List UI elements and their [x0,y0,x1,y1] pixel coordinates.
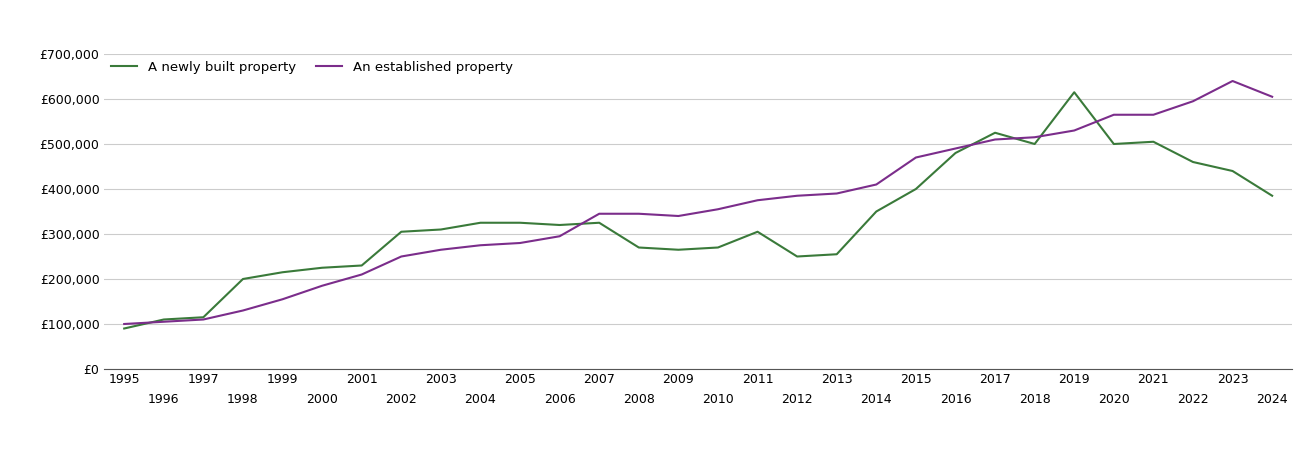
A newly built property [1105,141,1121,147]
A newly built property [947,150,963,156]
A newly built property [749,229,765,234]
Legend: A newly built property, An established property: A newly built property, An established p… [111,61,513,74]
A newly built property [1185,159,1201,165]
An established property [671,213,686,219]
An established property [472,243,488,248]
A newly built property [632,245,647,250]
A newly built property [671,247,686,252]
A newly built property [908,186,924,192]
A newly built property [235,276,251,282]
A newly built property [116,326,132,331]
An established property [710,207,726,212]
Line: A newly built property: A newly built property [124,92,1272,328]
An established property [235,308,251,313]
A newly built property [196,315,211,320]
A newly built property [315,265,330,270]
A newly built property [552,222,568,228]
A newly built property [354,263,369,268]
An established property [1066,128,1082,133]
A newly built property [1027,141,1043,147]
An established property [116,321,132,327]
A newly built property [710,245,726,250]
An established property [591,211,607,216]
An established property [552,234,568,239]
An established property [908,155,924,160]
A newly built property [472,220,488,225]
A newly built property [393,229,408,234]
A newly built property [868,209,883,214]
An established property [1105,112,1121,117]
An established property [354,272,369,277]
An established property [275,297,291,302]
An established property [947,146,963,151]
An established property [749,198,765,203]
A newly built property [1224,168,1240,174]
Line: An established property: An established property [124,81,1272,324]
An established property [433,247,449,252]
A newly built property [829,252,844,257]
An established property [393,254,408,259]
An established property [315,283,330,288]
A newly built property [1146,139,1161,144]
A newly built property [155,317,171,322]
A newly built property [790,254,805,259]
An established property [512,240,527,246]
An established property [1265,94,1280,99]
A newly built property [1265,193,1280,198]
An established property [868,182,883,187]
An established property [790,193,805,198]
An established property [988,137,1004,142]
A newly built property [988,130,1004,135]
An established property [1146,112,1161,117]
A newly built property [591,220,607,225]
An established property [196,317,211,322]
An established property [1185,99,1201,104]
An established property [829,191,844,196]
An established property [1027,135,1043,140]
A newly built property [275,270,291,275]
A newly built property [1066,90,1082,95]
An established property [1224,78,1240,84]
An established property [632,211,647,216]
A newly built property [512,220,527,225]
A newly built property [433,227,449,232]
An established property [155,319,171,324]
